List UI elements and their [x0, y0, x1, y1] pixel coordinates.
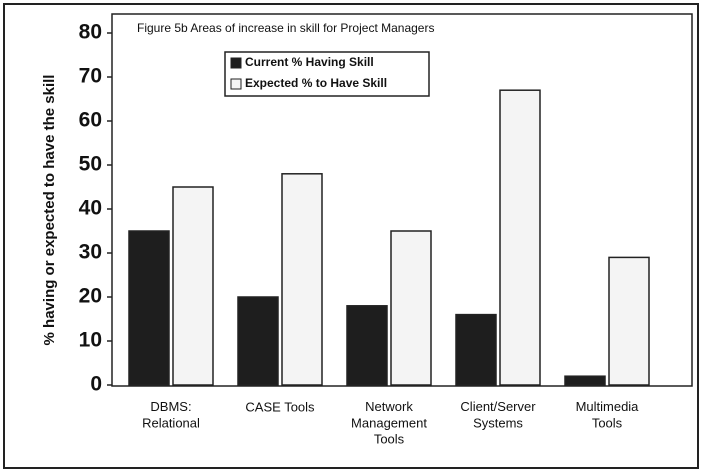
- plot-frame: [111, 13, 693, 387]
- bar: [237, 296, 279, 386]
- y-tick-label: 60: [79, 109, 102, 132]
- bar: [281, 173, 323, 386]
- legend-label: Current % Having Skill: [245, 55, 374, 69]
- legend-label: Expected % to Have Skill: [245, 76, 387, 90]
- bar: [455, 313, 497, 386]
- legend-swatch: [230, 78, 242, 90]
- chart-title: Figure 5b Areas of increase in skill for…: [137, 21, 434, 35]
- y-tick-label: 20: [79, 285, 102, 308]
- x-tick-label: CASE Tools: [245, 399, 315, 414]
- y-tick-label: 40: [79, 197, 102, 220]
- legend-box: [224, 51, 430, 97]
- chart-frame: [3, 3, 699, 469]
- bar: [608, 256, 650, 386]
- x-tick-label: DBMS: Relational: [142, 399, 200, 430]
- y-tick-label: 80: [79, 21, 102, 44]
- y-tick-label: 50: [79, 153, 102, 176]
- y-tick-label: 10: [79, 329, 102, 352]
- x-tick-label: Network Management Tools: [351, 399, 427, 447]
- y-tick-label: 70: [79, 65, 102, 88]
- x-tick-label: Client/Server Systems: [460, 399, 536, 430]
- bar: [128, 230, 170, 386]
- y-tick-label: 0: [90, 373, 102, 396]
- y-tick-label: 30: [79, 241, 102, 264]
- bar: [564, 375, 606, 386]
- y-axis-label: % having or expected to have the skill: [41, 75, 58, 346]
- bar: [346, 305, 388, 386]
- bar: [499, 89, 541, 386]
- legend-swatch: [230, 57, 242, 69]
- bar: [390, 230, 432, 386]
- bar: [172, 186, 214, 386]
- x-tick-label: Multimedia Tools: [576, 399, 640, 430]
